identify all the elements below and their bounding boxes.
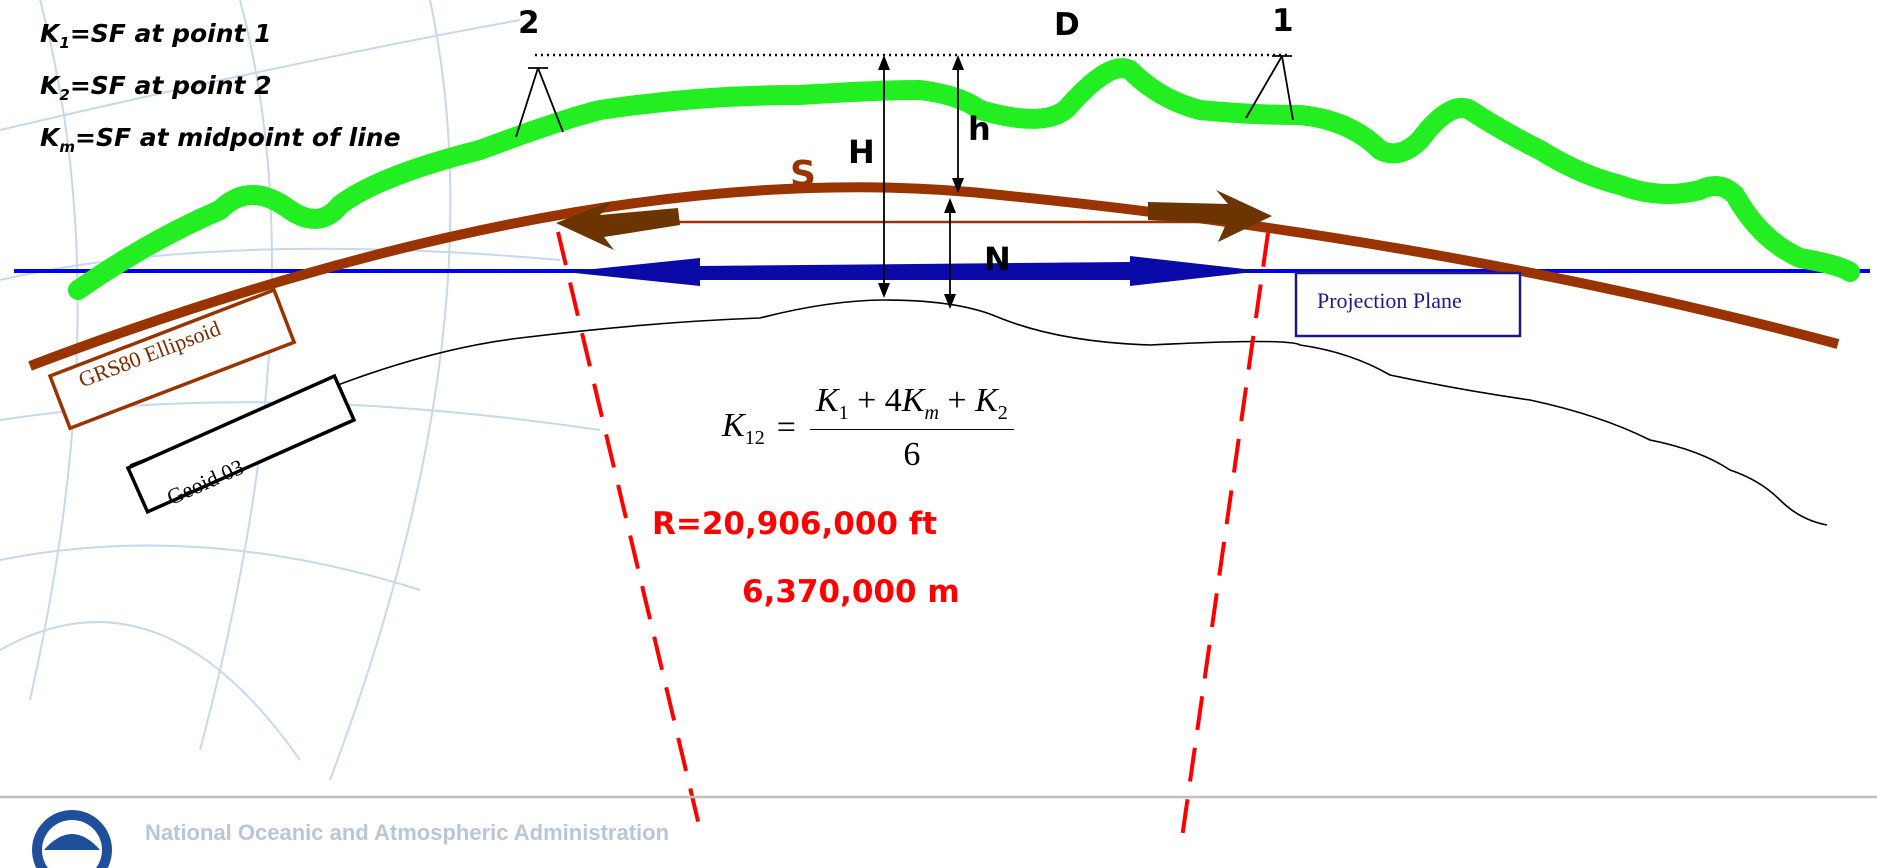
H-label: H [848,133,875,171]
projection-plane-box [1294,271,1522,338]
legend-km-symbol: K [40,123,60,152]
legend-k1: K1=SF at point 1 [40,19,272,52]
formula-denominator: 6 [903,435,921,473]
formula-lhs-sub: 12 [744,426,765,449]
footer-org-text: National Oceanic and Atmospheric Adminis… [145,820,670,845]
distance-D-label: D [1054,7,1080,43]
arrow-H [878,55,890,298]
formula-num-k1: K [815,382,839,419]
legend-km-sub: m [59,138,76,156]
noaa-logo-icon [32,810,112,868]
radius-feet: R=20,906,000 ft [652,506,938,542]
formula-num-km-sub: m [924,401,939,424]
legend-km-text: =SF at midpoint of line [75,123,401,152]
N-label: N [984,240,1011,278]
legend-k1-sub: 1 [59,34,70,52]
point-1-label: 1 [1272,3,1294,39]
ellipsoid-label-box [47,287,297,431]
tripod-icon-point-1 [1245,55,1294,121]
legend-k2-symbol: K [40,71,60,100]
formula-numerator: K1 + 4Km + K2 [809,382,1014,430]
legend-k2-text: =SF at point 2 [69,71,272,100]
legend-k1-text: =SF at point 1 [69,19,272,48]
radius-line-right [1180,232,1270,838]
ellipsoid-curve [28,182,1840,371]
scale-factor-formula: K12 = K1 + 4Km + K2 6 [722,382,1014,474]
geoid-label-box [125,373,357,515]
h-label: h [968,110,991,148]
formula-num-k1-sub: 1 [838,401,849,424]
S-label: S [790,154,816,195]
tripod-icon-point-2 [515,67,564,138]
radius-meters: 6,370,000 m [742,574,960,610]
arrow-S [556,190,1272,250]
legend-km: Km=SF at midpoint of line [40,123,401,156]
formula-num-plus4: + 4 [848,382,902,419]
formula-num-plus: + [938,382,976,419]
arrow-N-vertical [944,198,956,309]
formula-num-km: K [901,382,925,419]
formula-lhs: K12 [722,407,765,450]
legend-k2: K2=SF at point 2 [40,71,272,104]
terrain-surface [68,58,1860,300]
point-2-label: 2 [518,5,540,41]
formula-lhs-symbol: K [722,406,745,444]
legend-k1-symbol: K [40,19,60,48]
formula-fraction: K1 + 4Km + K2 6 [809,382,1014,474]
arrow-h [952,55,964,193]
geoid-line [129,299,1828,526]
formula-num-k2: K [975,382,998,419]
diagram-canvas [0,0,1877,838]
arrow-N [565,256,1262,286]
formula-equals: = [776,408,796,446]
legend-k2-sub: 2 [59,86,70,104]
formula-num-k2-sub: 2 [997,401,1008,424]
projection-plane-label: Projection Plane [1317,288,1462,313]
